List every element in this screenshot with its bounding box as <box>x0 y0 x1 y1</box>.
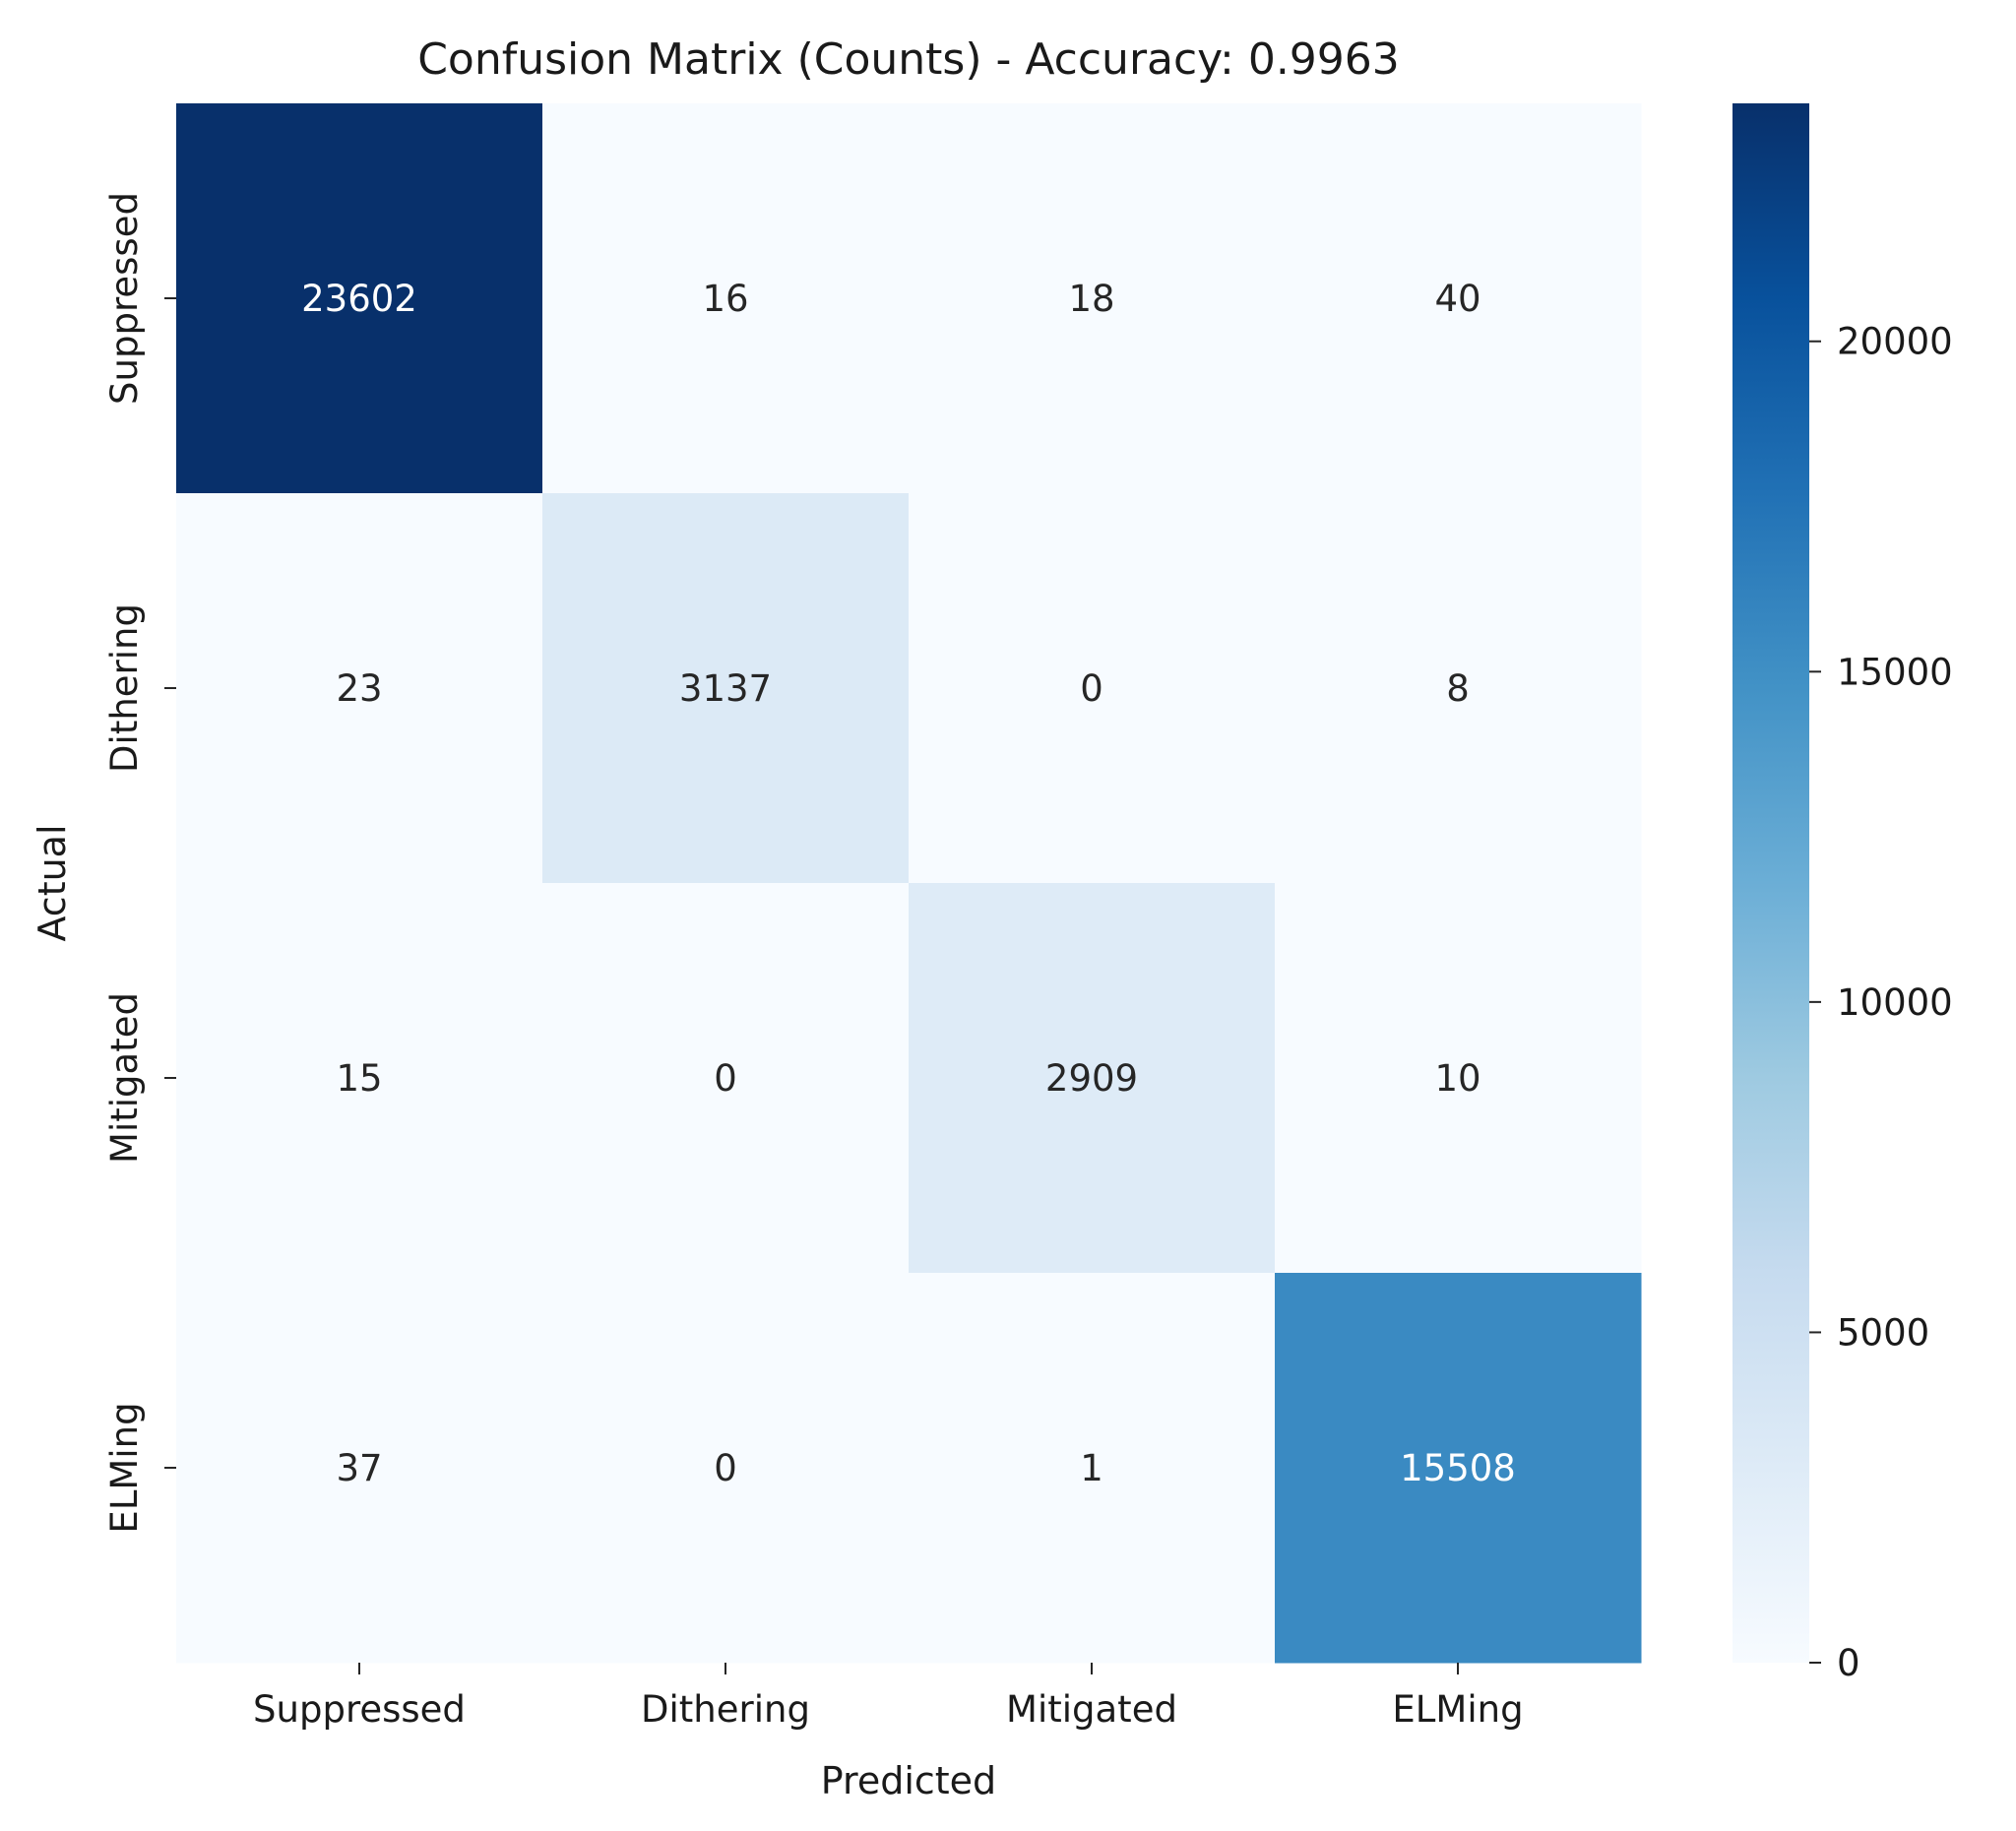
cell-value-label: 23 <box>336 667 382 710</box>
heatmap-cell <box>909 883 1276 1274</box>
y-axis-ticks: Suppressed Dithering Mitigated ELMing <box>103 192 176 1534</box>
cell-value-label: 18 <box>1068 278 1114 320</box>
chart-title: Confusion Matrix (Counts) - Accuracy: 0.… <box>417 34 1400 85</box>
colorbar-ticks: 0 5000 10000 15000 20000 <box>1809 321 1953 1684</box>
y-tick-label: Suppressed <box>103 192 146 405</box>
cell-value-label: 0 <box>714 1057 737 1100</box>
colorbar-tick-label: 0 <box>1837 1642 1860 1684</box>
cell-value-label: 23602 <box>301 278 417 320</box>
heatmap-cell <box>909 1273 1276 1664</box>
heatmap-cell <box>542 883 910 1274</box>
heatmap-cell <box>1275 103 1642 494</box>
colorbar-tick-label: 5000 <box>1837 1311 1929 1354</box>
cell-value-label: 3137 <box>679 667 772 710</box>
cell-value-label: 15 <box>336 1057 382 1100</box>
cell-value-label: 0 <box>714 1447 737 1489</box>
cell-value-label: 0 <box>1080 667 1103 710</box>
cell-value-label: 8 <box>1446 667 1470 710</box>
y-tick-label: Dithering <box>103 603 146 773</box>
cell-value-label: 2909 <box>1045 1057 1138 1100</box>
heatmap-cell <box>909 493 1276 884</box>
cell-value-label: 15508 <box>1400 1447 1516 1489</box>
colorbar <box>1732 103 1809 1663</box>
x-tick-label: Mitigated <box>1006 1688 1177 1731</box>
heatmap-cell <box>176 883 543 1274</box>
y-tick-label: ELMing <box>103 1402 146 1533</box>
heatmap-cell <box>176 493 543 884</box>
heatmap-cell <box>542 103 910 494</box>
colorbar-tick-label: 15000 <box>1837 651 1953 693</box>
cell-value-label: 10 <box>1434 1057 1480 1100</box>
x-axis-label: Predicted <box>821 1759 996 1802</box>
x-axis-ticks: Suppressed Dithering Mitigated ELMing <box>253 1663 1524 1731</box>
x-tick-label: ELMing <box>1392 1688 1523 1731</box>
heatmap-cells: 23602 16 18 40 23 3137 0 8 15 0 2909 10 37 0 1 15508 <box>176 103 1642 1664</box>
cell-value-label: 16 <box>702 278 748 320</box>
heatmap-cell <box>176 1273 543 1664</box>
x-tick-label: Dithering <box>641 1688 810 1731</box>
heatmap-cell <box>1275 1273 1642 1664</box>
heatmap-cell <box>1275 883 1642 1274</box>
colorbar-tick-label: 20000 <box>1837 321 1953 363</box>
heatmap-cell <box>1275 493 1642 884</box>
colorbar-tick-label: 10000 <box>1837 981 1953 1024</box>
heatmap-cell <box>542 493 910 884</box>
y-tick-label: Mitigated <box>103 992 146 1164</box>
x-tick-label: Suppressed <box>253 1688 466 1731</box>
heatmap-cell <box>542 1273 910 1664</box>
heatmap-cell <box>909 103 1276 494</box>
cell-value-label: 40 <box>1434 278 1480 320</box>
cell-value-label: 1 <box>1080 1447 1103 1489</box>
heatmap-cell <box>176 103 543 494</box>
cell-value-label: 37 <box>336 1447 382 1489</box>
y-axis-label: Actual <box>31 824 74 941</box>
